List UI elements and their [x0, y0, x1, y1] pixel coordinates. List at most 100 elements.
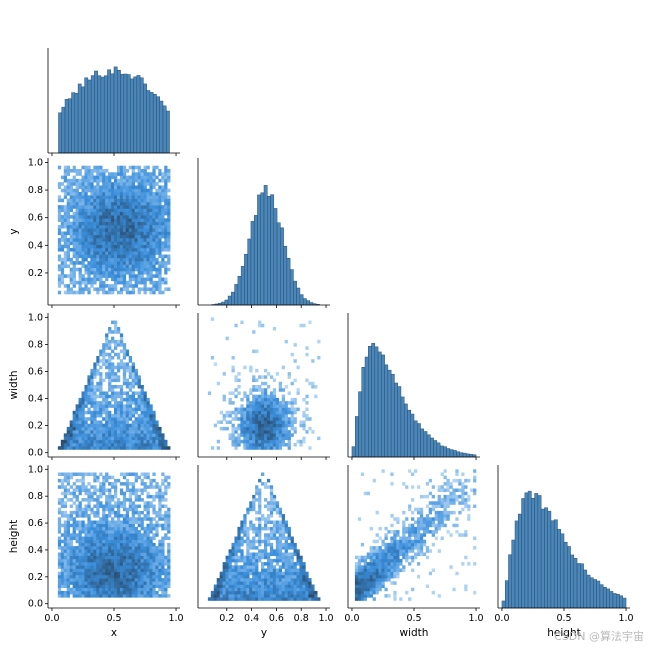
- heatmap-cell: [152, 494, 156, 499]
- heatmap-cell: [131, 558, 135, 563]
- heatmap-cell: [72, 436, 76, 441]
- heatmap-cell: [114, 251, 118, 255]
- heatmap-cell: [99, 231, 103, 236]
- heatmap-cell: [81, 568, 85, 573]
- heatmap-cell: [234, 562, 238, 566]
- heatmap-cell: [66, 584, 70, 589]
- heatmap-cell: [167, 581, 171, 585]
- heatmap-cell: [134, 439, 138, 444]
- heatmap-cell: [69, 290, 73, 295]
- heatmap-cell: [96, 198, 100, 203]
- heatmap-cell: [114, 417, 118, 421]
- heatmap-cell: [108, 188, 112, 193]
- heatmap-cell: [66, 201, 70, 206]
- heatmap-cell: [269, 414, 274, 418]
- heatmap-cell: [149, 198, 153, 203]
- heatmap-cell: [143, 391, 147, 395]
- heatmap-cell: [119, 394, 124, 399]
- heatmap-cell: [146, 231, 150, 236]
- heatmap-cell: [93, 514, 97, 518]
- heatmap-cell: [149, 205, 153, 209]
- heatmap-cell: [164, 488, 168, 492]
- heatmap-cell: [134, 198, 138, 203]
- heatmap-cell: [108, 339, 112, 344]
- heatmap-cell: [122, 584, 127, 589]
- heatmap-cell: [293, 417, 297, 421]
- heatmap-cell: [131, 277, 135, 282]
- heatmap-cell: [119, 267, 124, 272]
- heatmap-cell: [252, 417, 256, 421]
- heatmap-cell: [66, 568, 70, 573]
- heatmap-cell: [266, 439, 271, 444]
- heatmap-cell: [72, 410, 76, 415]
- heatmap-cell: [458, 533, 462, 537]
- heatmap-cell: [102, 485, 106, 489]
- heatmap-cell: [60, 261, 65, 265]
- heatmap-cell: [246, 546, 250, 550]
- heatmap-cell: [93, 234, 97, 239]
- heatmap-cell: [446, 485, 450, 489]
- heatmap-cell: [372, 478, 376, 483]
- heatmap-cell: [60, 571, 65, 576]
- heatmap-cell: [369, 558, 373, 563]
- heatmap-cell: [375, 565, 379, 569]
- heatmap-cell: [81, 208, 85, 213]
- heatmap-cell: [137, 241, 141, 245]
- heatmap-cell: [78, 224, 82, 229]
- heatmap-cell: [437, 485, 441, 489]
- heatmap-cell: [264, 523, 268, 528]
- heatmap-cell: [140, 439, 144, 444]
- heatmap-cell: [281, 536, 285, 541]
- heatmap-cell: [243, 407, 247, 412]
- heatmap-cell: [116, 549, 121, 553]
- heatmap-cell: [261, 597, 265, 601]
- heatmap-cell: [122, 410, 127, 415]
- heatmap-cell: [296, 581, 300, 585]
- heatmap-cell: [60, 221, 65, 226]
- heatmap-cell: [137, 417, 141, 421]
- heatmap-cell: [134, 436, 138, 441]
- heatmap-cell: [287, 558, 291, 563]
- heatmap-cell: [125, 234, 130, 239]
- heatmap-cell: [149, 228, 153, 232]
- heatmap-cell: [131, 520, 135, 524]
- heatmap-cell: [93, 211, 97, 216]
- heatmap-cell: [149, 410, 153, 415]
- heatmap-cell: [63, 571, 68, 576]
- heatmap-cell: [128, 175, 133, 180]
- heatmap-cell: [158, 498, 162, 502]
- heatmap-cell: [84, 571, 88, 576]
- heatmap-cell: [272, 446, 277, 450]
- heatmap-cell: [149, 188, 153, 193]
- heatmap-cell: [249, 590, 253, 595]
- heatmap-cell: [75, 568, 79, 573]
- heatmap-cell: [140, 568, 144, 573]
- heatmap-cell: [167, 201, 171, 206]
- heatmap-cell: [134, 417, 138, 421]
- heatmap-cell: [143, 178, 147, 183]
- heatmap-cell: [84, 267, 88, 272]
- heatmap-cell: [78, 254, 82, 259]
- heatmap-cell: [102, 417, 106, 421]
- heatmap-cell: [99, 555, 103, 560]
- heatmap-cell: [167, 510, 171, 515]
- histogram-bar: [410, 413, 415, 458]
- heatmap-cell: [237, 546, 241, 550]
- heatmap-cell: [78, 571, 82, 576]
- heatmap-cell: [152, 238, 156, 242]
- heatmap-cell: [105, 504, 109, 508]
- heatmap-cell: [87, 594, 91, 598]
- heatmap-cell: [69, 546, 73, 550]
- heatmap-cell: [308, 587, 312, 592]
- heatmap-cell: [63, 224, 68, 229]
- heatmap-cell: [93, 436, 97, 441]
- heatmap-cell: [111, 433, 115, 437]
- heatmap-cell: [75, 228, 79, 232]
- heatmap-cell: [66, 221, 70, 226]
- heatmap-cell: [134, 536, 138, 541]
- heatmap-cell: [272, 578, 277, 582]
- heatmap-cell: [131, 397, 135, 402]
- heatmap-cell: [108, 359, 112, 363]
- heatmap-cell: [269, 433, 274, 437]
- heatmap-cell: [261, 375, 265, 379]
